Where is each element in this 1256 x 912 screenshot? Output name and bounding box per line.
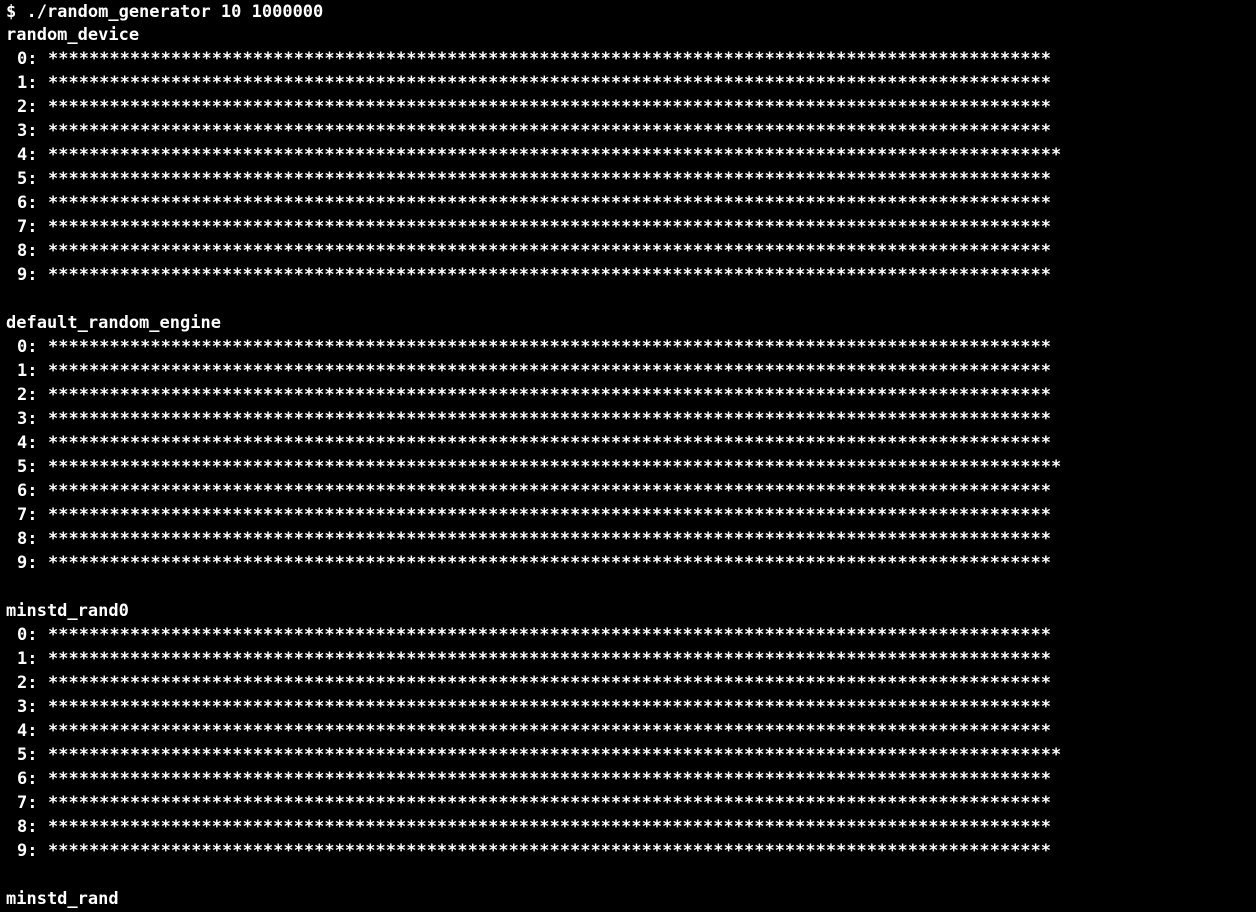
- histogram-row: 8: **************************************…: [6, 527, 1051, 551]
- histogram-row: 9: **************************************…: [6, 839, 1051, 863]
- row-label: 2:: [17, 385, 38, 405]
- command-line: $ ./random_generator 10 1000000: [6, 2, 324, 22]
- row-label: 9:: [17, 553, 38, 573]
- row-bar: ****************************************…: [48, 193, 1052, 213]
- row-bar: ****************************************…: [48, 457, 1062, 477]
- row-label: 5:: [17, 169, 38, 189]
- row-bar: ****************************************…: [48, 481, 1052, 501]
- row-bar: ****************************************…: [48, 769, 1052, 789]
- row-bar: ****************************************…: [48, 121, 1052, 141]
- histogram-row: 4: **************************************…: [6, 143, 1061, 167]
- histogram-row: 1: **************************************…: [6, 359, 1051, 383]
- histogram-row: 3: **************************************…: [6, 407, 1051, 431]
- histogram-row: 8: **************************************…: [6, 815, 1051, 839]
- histogram-row: 3: **************************************…: [6, 695, 1051, 719]
- row-label: 5:: [17, 457, 38, 477]
- row-label: 0:: [17, 625, 38, 645]
- row-bar: ****************************************…: [48, 673, 1052, 693]
- histogram-row: 7: **************************************…: [6, 215, 1051, 239]
- row-bar: ****************************************…: [48, 625, 1052, 645]
- histogram-row: 7: **************************************…: [6, 791, 1051, 815]
- row-bar: ****************************************…: [48, 697, 1052, 717]
- histogram-row: 0: **************************************…: [6, 47, 1051, 71]
- histogram-row: 5: **************************************…: [6, 167, 1051, 191]
- row-bar: ****************************************…: [48, 217, 1052, 237]
- histogram-row: 5: **************************************…: [6, 455, 1061, 479]
- histogram-row: 4: **************************************…: [6, 431, 1051, 455]
- row-bar: ****************************************…: [48, 73, 1052, 93]
- row-label: 7:: [17, 217, 38, 237]
- row-bar: ****************************************…: [48, 649, 1052, 669]
- row-label: 8:: [17, 241, 38, 261]
- histogram-row: 5: **************************************…: [6, 743, 1061, 767]
- section-title: default_random_engine: [6, 313, 221, 333]
- section-title: random_device: [6, 25, 140, 45]
- row-bar: ****************************************…: [48, 241, 1052, 261]
- histogram-row: 6: **************************************…: [6, 767, 1051, 791]
- row-label: 8:: [17, 817, 38, 837]
- row-label: 8:: [17, 529, 38, 549]
- row-bar: ****************************************…: [48, 49, 1052, 69]
- row-label: 4:: [17, 721, 38, 741]
- histogram-row: 1: **************************************…: [6, 647, 1051, 671]
- row-bar: ****************************************…: [48, 409, 1052, 429]
- row-label: 2:: [17, 673, 38, 693]
- row-bar: ****************************************…: [48, 361, 1052, 381]
- row-bar: ****************************************…: [48, 529, 1052, 549]
- row-bar: ****************************************…: [48, 97, 1052, 117]
- row-label: 5:: [17, 745, 38, 765]
- histogram-row: 6: **************************************…: [6, 479, 1051, 503]
- row-label: 9:: [17, 265, 38, 285]
- row-label: 6:: [17, 481, 38, 501]
- histogram-row: 0: **************************************…: [6, 335, 1051, 359]
- histogram-row: 2: **************************************…: [6, 383, 1051, 407]
- row-label: 3:: [17, 697, 38, 717]
- histogram-row: 6: **************************************…: [6, 191, 1051, 215]
- row-label: 1:: [17, 361, 38, 381]
- section-title: minstd_rand: [6, 889, 119, 909]
- histogram-row: 9: **************************************…: [6, 551, 1051, 575]
- row-bar: ****************************************…: [48, 721, 1052, 741]
- row-bar: ****************************************…: [48, 745, 1062, 765]
- histogram-row: 2: **************************************…: [6, 671, 1051, 695]
- row-label: 3:: [17, 121, 38, 141]
- row-label: 1:: [17, 649, 38, 669]
- row-label: 7:: [17, 505, 38, 525]
- row-label: 4:: [17, 145, 38, 165]
- histogram-row: 2: **************************************…: [6, 95, 1051, 119]
- row-label: 4:: [17, 433, 38, 453]
- row-bar: ****************************************…: [48, 553, 1052, 573]
- histogram-row: 3: **************************************…: [6, 119, 1051, 143]
- row-bar: ****************************************…: [48, 817, 1052, 837]
- row-bar: ****************************************…: [48, 169, 1052, 189]
- row-bar: ****************************************…: [48, 433, 1052, 453]
- row-label: 6:: [17, 193, 38, 213]
- histogram-row: 1: **************************************…: [6, 71, 1051, 95]
- section-title: minstd_rand0: [6, 601, 129, 621]
- row-bar: ****************************************…: [48, 337, 1052, 357]
- row-bar: ****************************************…: [48, 385, 1052, 405]
- row-label: 3:: [17, 409, 38, 429]
- row-bar: ****************************************…: [48, 793, 1052, 813]
- row-label: 9:: [17, 841, 38, 861]
- histogram-row: 4: **************************************…: [6, 719, 1051, 743]
- row-bar: ****************************************…: [48, 841, 1052, 861]
- row-bar: ****************************************…: [48, 265, 1052, 285]
- row-label: 0:: [17, 337, 38, 357]
- histogram-row: 7: **************************************…: [6, 503, 1051, 527]
- histogram-row: 8: **************************************…: [6, 239, 1051, 263]
- row-label: 0:: [17, 49, 38, 69]
- row-label: 6:: [17, 769, 38, 789]
- row-bar: ****************************************…: [48, 145, 1062, 165]
- row-label: 2:: [17, 97, 38, 117]
- row-label: 7:: [17, 793, 38, 813]
- row-bar: ****************************************…: [48, 505, 1052, 525]
- row-label: 1:: [17, 73, 38, 93]
- histogram-row: 9: **************************************…: [6, 263, 1051, 287]
- histogram-row: 0: **************************************…: [6, 623, 1051, 647]
